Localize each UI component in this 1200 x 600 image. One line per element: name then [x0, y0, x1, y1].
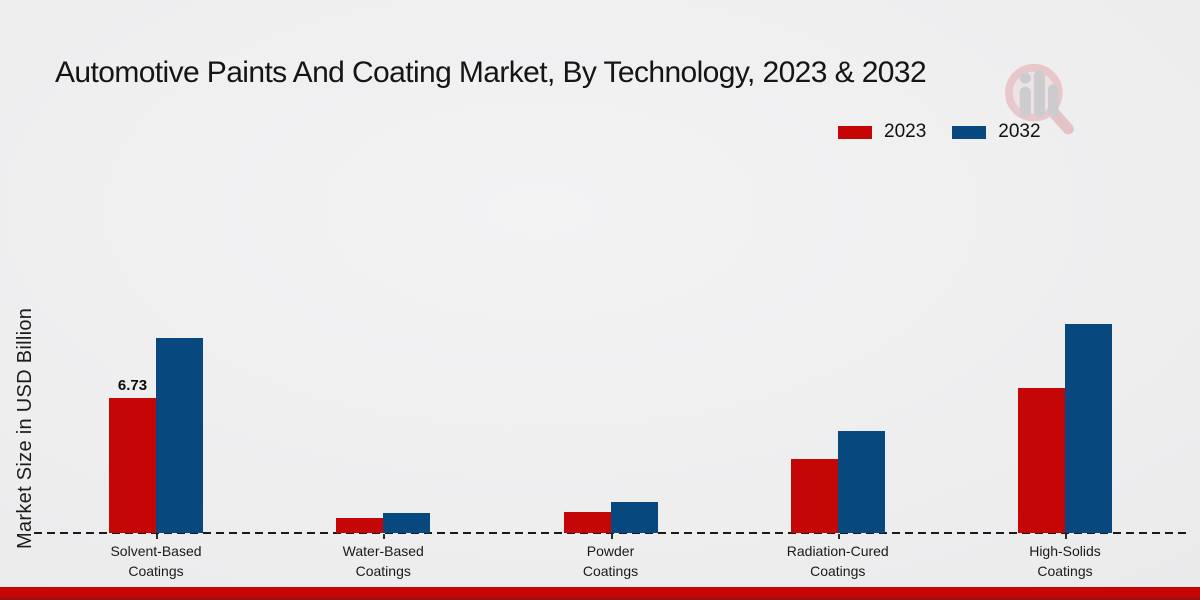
legend-label-2023: 2023 — [884, 121, 927, 142]
bar-2032-solvent-based-coatings — [156, 338, 203, 533]
x-axis-tick-powder-coatings — [610, 534, 613, 539]
legend-item-2023: 2023 — [838, 121, 926, 143]
bar-2032-radiation-cured-coatings — [837, 431, 885, 533]
x-axis-label-high-solids-coatings: High-Solids Coatings — [1029, 543, 1101, 579]
x-axis-label-solvent-based-coatings: Solvent-Based Coatings — [110, 543, 202, 579]
legend-label-2032: 2032 — [998, 121, 1041, 142]
magnifier-bar-chart-logo-icon — [1005, 63, 1074, 135]
chart-title: Automotive Paints And Coating Market, By… — [55, 56, 927, 90]
x-axis-label-water-based-coatings: Water-Based Coatings — [342, 543, 424, 579]
y-axis-label: Market Size in USD Billion — [14, 307, 36, 549]
x-axis-baseline — [34, 532, 1190, 534]
legend-item-2032: 2032 — [952, 121, 1041, 143]
bar-2023-high-solids-coatings — [1018, 388, 1065, 533]
x-axis-tick-water-based-coatings — [383, 534, 386, 539]
bar-2023-radiation-cured-coatings — [790, 459, 838, 533]
bar-2023-solvent-based-coatings — [109, 398, 156, 533]
bar-2023-powder-coatings — [563, 512, 611, 533]
x-axis-label-powder-coatings: Powder Coatings — [582, 543, 639, 579]
chart-legend: 2023 2032 — [838, 121, 1041, 143]
x-axis-tick-radiation-cured-coatings — [837, 534, 840, 539]
x-axis-tick-high-solids-coatings — [1065, 534, 1067, 539]
bar-2032-high-solids-coatings — [1065, 324, 1112, 533]
legend-swatch-2023 — [838, 125, 872, 139]
legend-swatch-2032 — [952, 125, 987, 139]
x-axis-label-radiation-cured-coatings: Radiation-Cured Coatings — [786, 543, 889, 579]
bar-value-label: 6.73 — [117, 377, 148, 394]
bar-2023-water-based-coatings — [336, 518, 384, 533]
x-axis-tick-solvent-based-coatings — [156, 534, 158, 539]
bar-2032-powder-coatings — [610, 502, 658, 533]
bottom-accent-strip — [0, 587, 1200, 600]
bar-2032-water-based-coatings — [383, 513, 431, 533]
